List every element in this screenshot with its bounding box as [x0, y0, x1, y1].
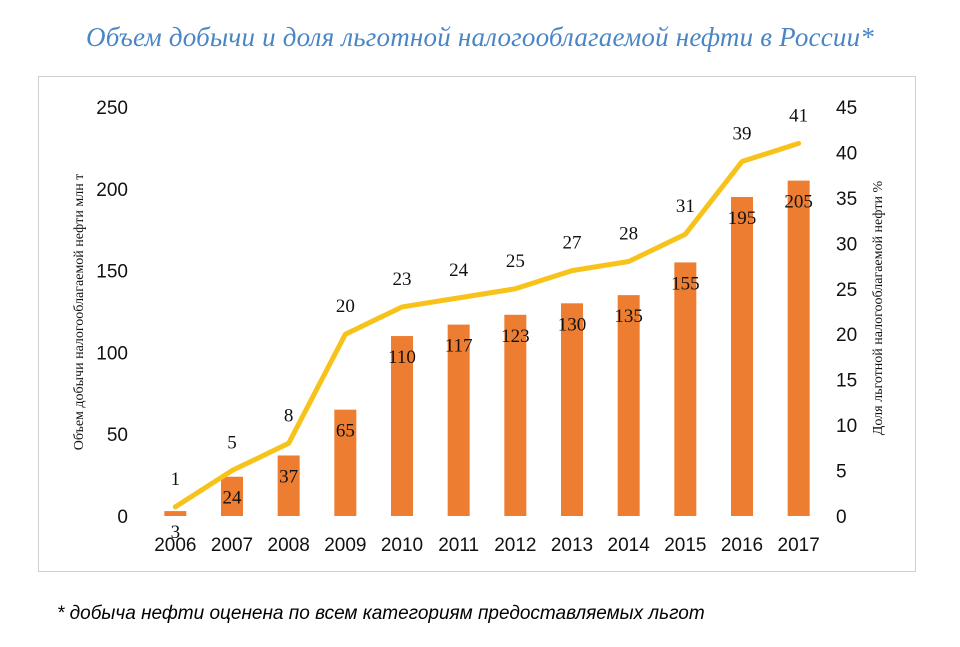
bar-2016: [731, 196, 753, 517]
bar-data-label: 205: [784, 192, 813, 213]
bar-2017: [787, 180, 810, 516]
bar-2012: [504, 314, 527, 516]
y2-tick-label: 30: [836, 234, 857, 255]
bar-data-label: 195: [728, 208, 757, 229]
line-data-label: 20: [336, 296, 355, 317]
bar-data-label: 110: [388, 347, 416, 368]
bar-data-label: 135: [614, 306, 643, 327]
y-tick-label: 150: [96, 262, 128, 283]
bar-data-label: 117: [445, 336, 473, 357]
y2-tick-label: 5: [836, 462, 847, 483]
y2-tick-label: 35: [836, 189, 857, 210]
y2-tick-label: 10: [836, 416, 857, 437]
bar-2014: [617, 295, 640, 516]
x-tick-label: 2008: [268, 535, 310, 556]
y-axis-title: Объем добычи налогооблагаемой нефти млн …: [72, 174, 87, 451]
bar-2013: [561, 303, 583, 516]
footnote: * добыча нефти оценена по всем категория…: [57, 603, 705, 624]
y-tick-label: 0: [117, 507, 128, 528]
y2-tick-label: 45: [836, 98, 857, 119]
line-data-label: 1: [171, 469, 181, 490]
line-data-label: 27: [563, 233, 582, 254]
line-data-label: 23: [393, 269, 412, 290]
x-tick-label: 2009: [324, 535, 366, 556]
y2-tick-label: 25: [836, 280, 857, 301]
bar-2008: [277, 455, 300, 516]
x-tick-label: 2006: [154, 535, 196, 556]
y2-tick-label: 15: [836, 371, 857, 392]
line-data-label: 25: [506, 251, 525, 272]
y-tick-label: 50: [107, 425, 128, 446]
line-data-label: 24: [449, 260, 469, 281]
line-data-label: 8: [284, 405, 294, 426]
bar-2011: [447, 324, 470, 516]
bar-data-label: 37: [279, 466, 298, 487]
x-tick-label: 2012: [494, 535, 536, 556]
bar-2007: [221, 476, 243, 516]
bar-data-label: 130: [558, 314, 587, 335]
bar-data-label: 65: [336, 421, 355, 442]
y-tick-label: 250: [96, 98, 128, 119]
page-title: Объем добычи и доля льготной налогооблаг…: [86, 22, 874, 52]
bar-data-label: 3: [171, 522, 181, 543]
x-tick-label: 2011: [438, 535, 479, 556]
y2-tick-label: 0: [836, 507, 847, 528]
bar-2006: [164, 511, 187, 516]
y2-tick-label: 20: [836, 325, 857, 346]
bar-data-label: 24: [223, 488, 243, 509]
y2-tick-label: 40: [836, 143, 857, 164]
bar-data-label: 123: [501, 326, 530, 347]
line-series: [172, 140, 802, 510]
x-tick-label: 2017: [778, 535, 820, 556]
bar-2015: [674, 262, 697, 516]
y-tick-label: 200: [96, 180, 128, 201]
bar-2009: [334, 409, 357, 516]
x-tick-label: 2016: [721, 535, 763, 556]
x-tick-label: 2007: [211, 535, 253, 556]
line-data-label: 39: [733, 124, 752, 145]
y-tick-label: 100: [96, 343, 128, 364]
x-tick-label: 2010: [381, 535, 423, 556]
line-data-label: 28: [619, 224, 638, 245]
bar-2010: [391, 336, 413, 516]
chart-frame: [38, 76, 916, 572]
line-data-label: 31: [676, 196, 695, 217]
x-tick-label: 2013: [551, 535, 593, 556]
x-tick-label: 2015: [664, 535, 706, 556]
line-data-label: 5: [227, 433, 237, 454]
x-tick-label: 2014: [608, 535, 651, 556]
line-data-label: 41: [789, 105, 808, 126]
bar-data-label: 155: [671, 273, 700, 294]
y2-axis-title: Доля льготной налогооблагаемой нефти %: [871, 180, 886, 435]
